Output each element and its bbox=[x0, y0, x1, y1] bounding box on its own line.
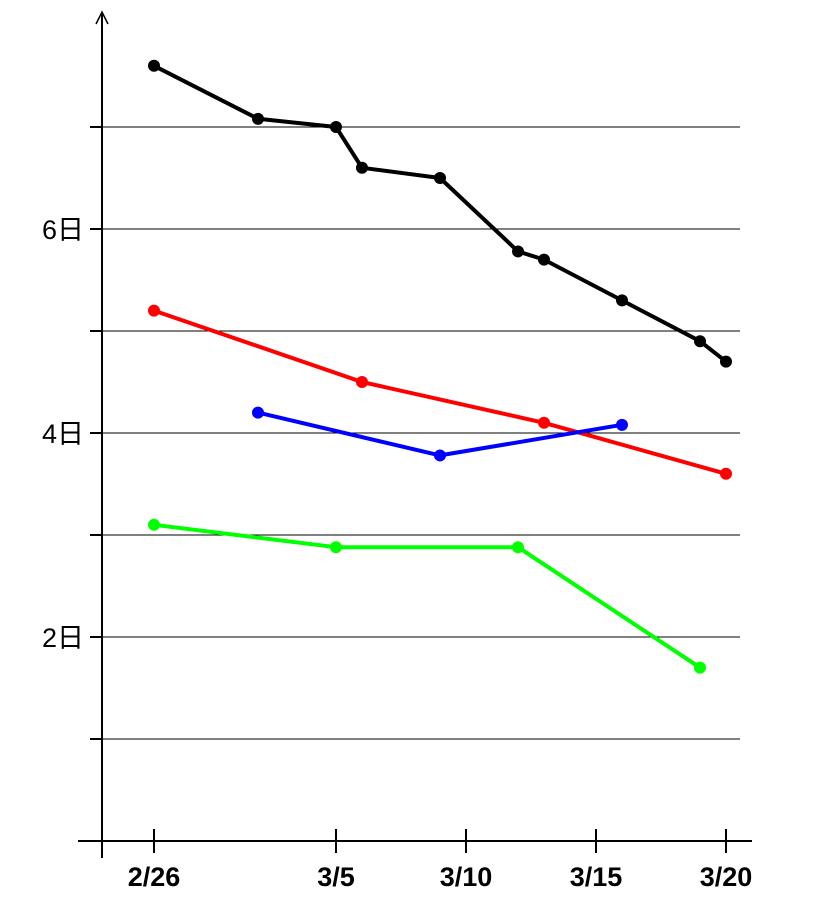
data-point bbox=[148, 59, 160, 72]
data-point bbox=[252, 406, 264, 419]
data-point bbox=[616, 418, 628, 431]
data-point bbox=[512, 245, 524, 258]
series-line-1 bbox=[153, 64, 728, 364]
data-point bbox=[434, 172, 446, 184]
data-point bbox=[252, 112, 264, 125]
data-point bbox=[512, 541, 524, 554]
y-tick-label: 2日 bbox=[42, 623, 84, 653]
gridlines bbox=[92, 126, 740, 740]
x-tick-label: 2/26 bbox=[128, 862, 181, 892]
y-tick-label: 6日 bbox=[42, 215, 84, 245]
data-point bbox=[720, 467, 732, 480]
data-point bbox=[330, 121, 342, 133]
series-line-3 bbox=[257, 410, 623, 458]
data-point bbox=[356, 161, 368, 174]
x-tick-label: 3/20 bbox=[700, 862, 753, 892]
data-point bbox=[148, 518, 160, 531]
data-point bbox=[694, 661, 706, 674]
data-point bbox=[330, 541, 342, 554]
data-point bbox=[538, 416, 550, 429]
series-layer bbox=[148, 59, 732, 674]
data-point bbox=[148, 304, 160, 317]
data-point bbox=[720, 355, 732, 368]
data-point bbox=[434, 449, 446, 462]
series-line-2 bbox=[153, 308, 727, 476]
y-ticks: 2日 4日 6日 bbox=[42, 126, 102, 740]
x-tick-label: 3/15 bbox=[570, 862, 623, 892]
x-tick-label: 3/5 bbox=[317, 862, 355, 892]
x-tick-label: 3/10 bbox=[440, 862, 493, 892]
axes bbox=[78, 10, 752, 858]
y-axis-arrow bbox=[95, 10, 109, 25]
x-ticks: 2/26 3/5 3/10 3/15 3/20 bbox=[128, 829, 753, 892]
data-point bbox=[356, 376, 368, 388]
y-tick-label: 4日 bbox=[42, 419, 84, 449]
data-point bbox=[694, 335, 706, 348]
series-line-4 bbox=[153, 522, 702, 670]
data-point bbox=[616, 294, 628, 307]
data-point bbox=[538, 253, 550, 266]
